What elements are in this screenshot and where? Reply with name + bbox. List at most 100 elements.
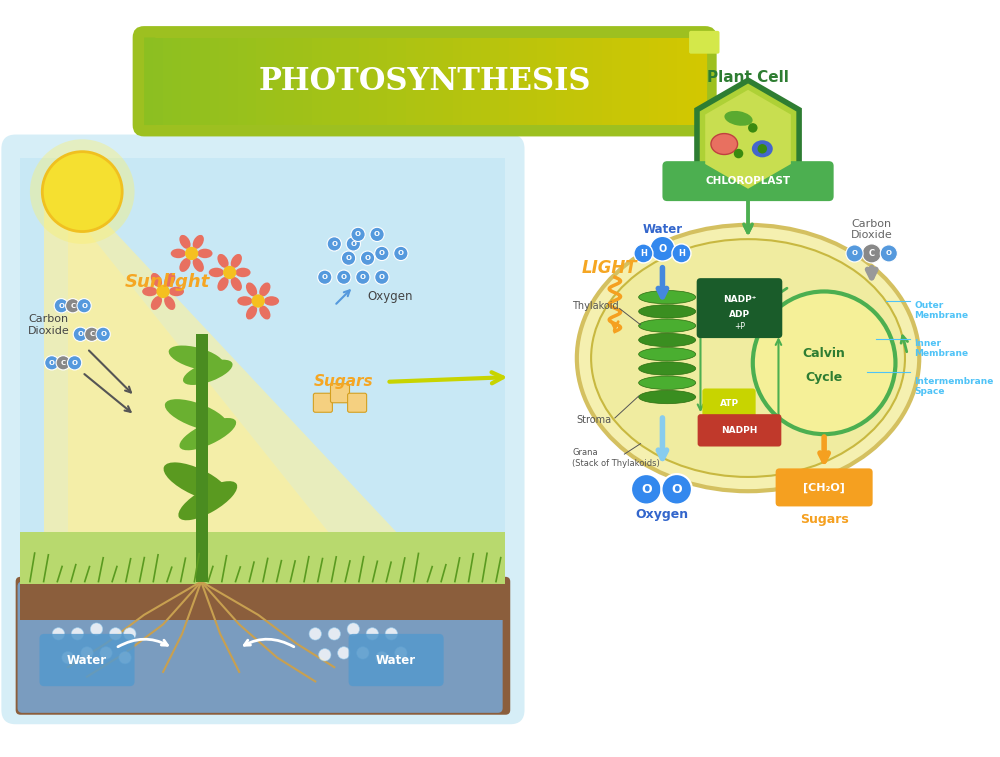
Text: O: O — [341, 274, 347, 280]
Ellipse shape — [237, 296, 252, 306]
Text: Carbon
Dioxide: Carbon Dioxide — [851, 219, 893, 241]
Text: Inner
Membrane: Inner Membrane — [914, 339, 969, 358]
Bar — [238, 38, 248, 125]
Bar — [556, 38, 566, 125]
Text: O: O — [331, 241, 337, 247]
Ellipse shape — [591, 239, 905, 477]
Circle shape — [356, 270, 370, 285]
Bar — [593, 38, 603, 125]
Ellipse shape — [639, 291, 696, 304]
FancyBboxPatch shape — [16, 577, 510, 715]
Ellipse shape — [259, 282, 270, 297]
Text: Sugars: Sugars — [314, 374, 374, 389]
Bar — [565, 38, 575, 125]
Text: H: H — [678, 249, 685, 258]
Circle shape — [119, 652, 131, 664]
Ellipse shape — [639, 347, 696, 361]
Ellipse shape — [164, 273, 175, 287]
Circle shape — [52, 628, 65, 640]
Bar — [266, 38, 276, 125]
Ellipse shape — [639, 391, 696, 403]
Text: Grana
(Stack of Thylakoids): Grana (Stack of Thylakoids) — [572, 448, 660, 468]
Bar — [677, 38, 687, 125]
Bar — [196, 335, 208, 581]
Ellipse shape — [164, 296, 175, 310]
Text: Oxygen: Oxygen — [368, 290, 413, 303]
Bar — [284, 38, 295, 125]
Bar — [453, 38, 463, 125]
Ellipse shape — [246, 306, 257, 319]
Text: Calvin: Calvin — [803, 347, 846, 360]
Text: C: C — [70, 303, 75, 309]
Circle shape — [67, 356, 82, 370]
Ellipse shape — [235, 268, 251, 277]
Bar — [546, 38, 557, 125]
Bar — [397, 38, 407, 125]
FancyBboxPatch shape — [689, 31, 720, 54]
Text: C: C — [89, 332, 94, 338]
Text: O: O — [374, 232, 380, 238]
Ellipse shape — [639, 376, 696, 389]
Text: Sugars: Sugars — [800, 513, 849, 526]
Text: Water: Water — [642, 223, 682, 236]
Text: O: O — [81, 303, 87, 309]
Ellipse shape — [217, 254, 229, 268]
Circle shape — [185, 247, 198, 260]
Text: Sunlight: Sunlight — [125, 273, 210, 291]
Circle shape — [77, 298, 91, 313]
Circle shape — [62, 652, 74, 664]
Circle shape — [631, 474, 661, 504]
Text: Thylakoid: Thylakoid — [572, 301, 619, 310]
Ellipse shape — [197, 248, 213, 258]
Circle shape — [634, 244, 653, 263]
Ellipse shape — [171, 248, 186, 258]
Ellipse shape — [246, 282, 257, 297]
Ellipse shape — [142, 287, 157, 296]
Ellipse shape — [151, 273, 162, 287]
Text: O: O — [379, 251, 385, 257]
Bar — [387, 38, 398, 125]
Circle shape — [252, 294, 265, 307]
Bar — [658, 38, 669, 125]
Text: O: O — [641, 483, 652, 496]
Circle shape — [328, 628, 340, 640]
Bar — [621, 38, 631, 125]
FancyBboxPatch shape — [1, 135, 525, 724]
Circle shape — [360, 251, 375, 265]
Bar — [219, 38, 229, 125]
FancyBboxPatch shape — [696, 38, 707, 125]
Text: O: O — [322, 274, 328, 280]
Text: C: C — [869, 249, 875, 258]
Text: C: C — [61, 360, 66, 366]
Text: O: O — [658, 244, 667, 254]
Text: Oxygen: Oxygen — [635, 509, 688, 522]
Text: Plant Cell: Plant Cell — [707, 70, 789, 85]
Circle shape — [90, 623, 103, 635]
Text: PHOTOSYNTHESIS: PHOTOSYNTHESIS — [258, 66, 591, 97]
Bar — [434, 38, 444, 125]
Circle shape — [96, 327, 110, 341]
Bar — [630, 38, 641, 125]
Circle shape — [862, 244, 881, 263]
Text: O: O — [852, 251, 858, 257]
Bar — [191, 38, 201, 125]
Circle shape — [45, 356, 59, 370]
Circle shape — [85, 327, 99, 341]
Bar — [153, 38, 164, 125]
Circle shape — [394, 246, 408, 260]
Bar — [425, 38, 435, 125]
Circle shape — [357, 646, 369, 659]
Circle shape — [366, 628, 379, 640]
Bar — [612, 38, 622, 125]
Bar — [350, 38, 360, 125]
Text: O: O — [49, 360, 55, 366]
Ellipse shape — [639, 319, 696, 332]
Ellipse shape — [169, 287, 184, 296]
Bar — [499, 38, 510, 125]
Bar — [312, 38, 323, 125]
Ellipse shape — [259, 306, 270, 319]
Polygon shape — [68, 182, 401, 537]
Circle shape — [338, 646, 350, 659]
Circle shape — [327, 237, 341, 251]
Circle shape — [385, 628, 398, 640]
